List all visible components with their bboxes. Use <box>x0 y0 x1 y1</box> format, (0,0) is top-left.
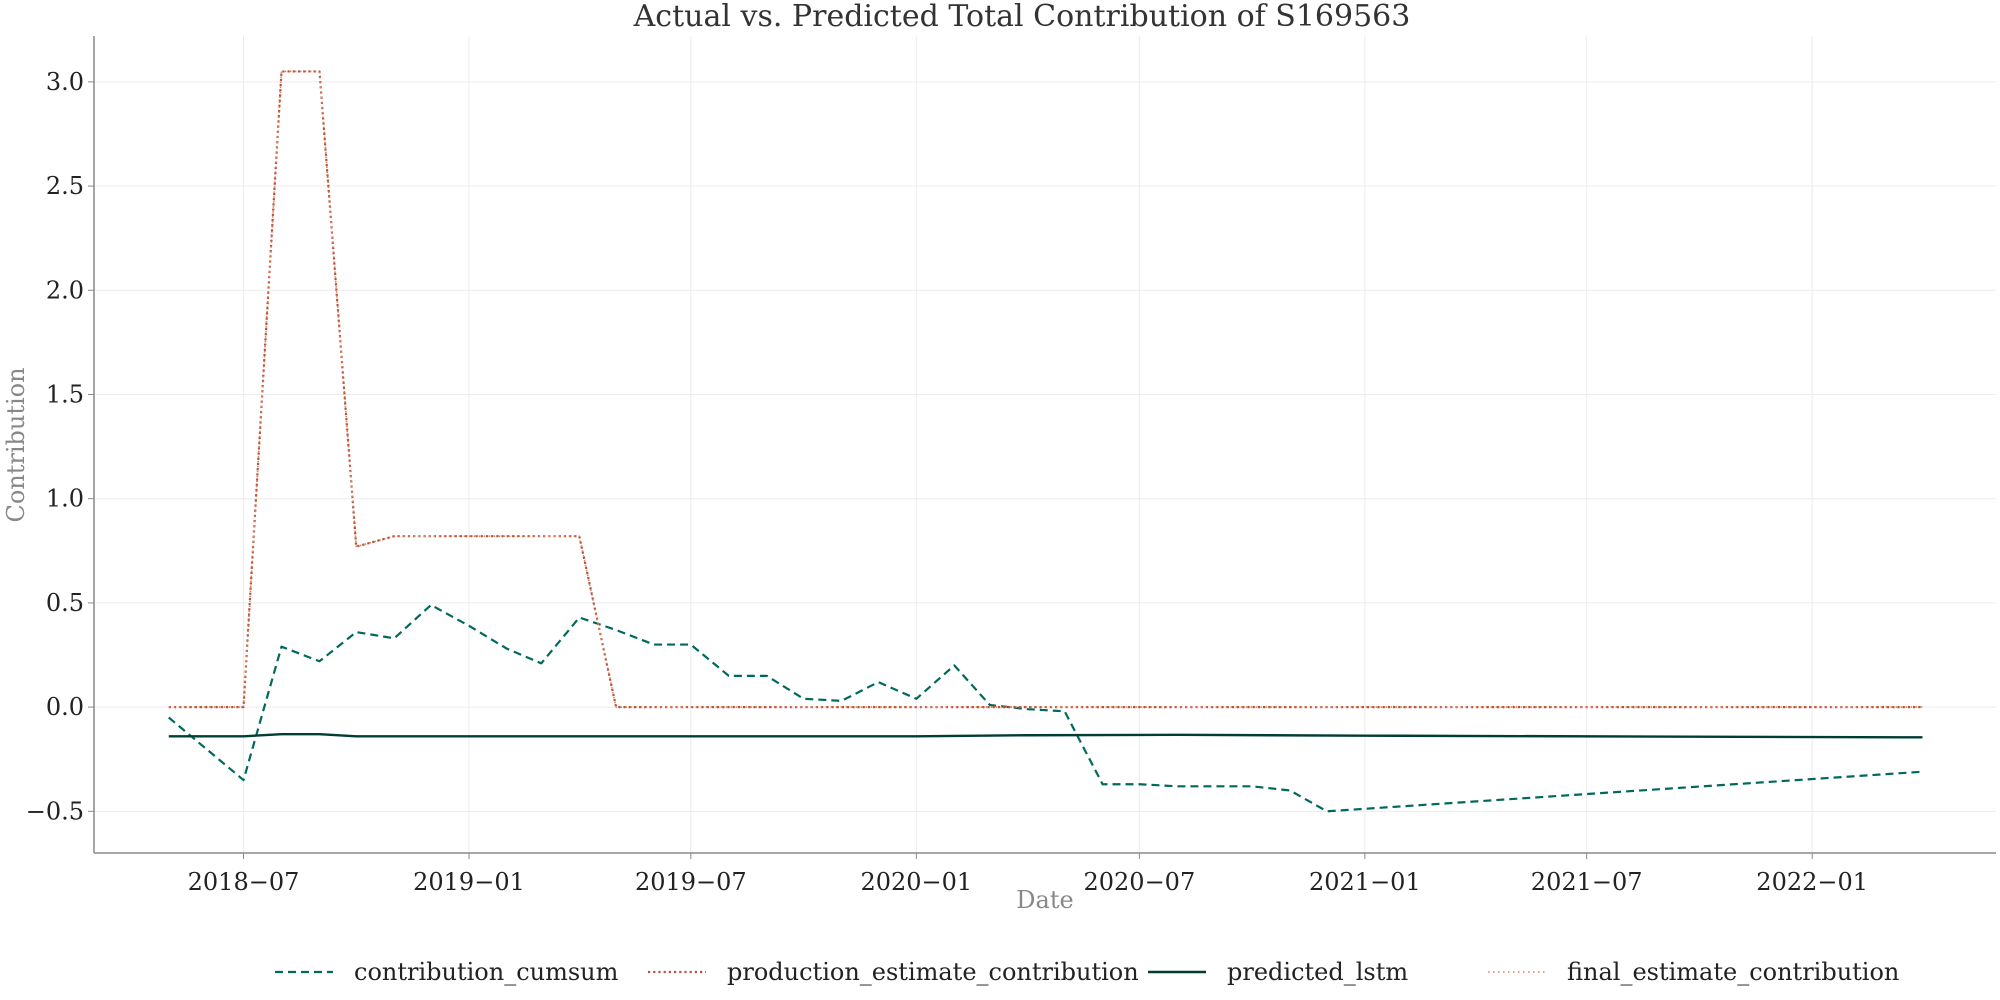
x-tick-label: 2022−01 <box>1756 868 1868 896</box>
axes-spines <box>93 36 1996 854</box>
grid <box>94 36 1996 853</box>
y-tick-label: 2.0 <box>46 276 84 304</box>
x-tick-label: 2021−01 <box>1309 868 1421 896</box>
y-axis-label: Contribution <box>2 367 30 522</box>
y-tick-label: −0.5 <box>26 797 84 825</box>
legend-label: predicted_lstm <box>1227 958 1408 986</box>
tick-labels: 2018−07 2019−01 2019−07 2020−01 2020−07 2021−… <box>26 68 1868 896</box>
chart-title: Actual vs. Predicted Total Contribution … <box>633 0 1411 34</box>
x-tick-label: 2019−07 <box>635 868 747 896</box>
y-tick-label: 2.5 <box>46 172 84 200</box>
series-line-predicted-lstm <box>168 733 1923 739</box>
x-tick-label: 2020−01 <box>860 868 972 896</box>
series-line-production-estimate-contribution <box>168 70 1923 709</box>
x-tick-label: 2018−07 <box>188 868 300 896</box>
x-tick-label: 2020−07 <box>1083 868 1195 896</box>
x-tick-label: 2021−07 <box>1531 868 1643 896</box>
legend-label: production_estimate_contribution <box>727 958 1139 986</box>
x-tick-label: 2019−01 <box>413 868 525 896</box>
y-tick-label: 1.0 <box>46 485 84 513</box>
series-line-final-estimate-contribution <box>168 70 1923 708</box>
y-tick-label: 0.0 <box>46 693 84 721</box>
y-tick-label: 3.0 <box>46 68 84 96</box>
y-tick-label: 0.5 <box>46 589 84 617</box>
legend-label: final_estimate_contribution <box>1567 958 1899 986</box>
series-line-contribution-cumsum <box>168 603 1923 813</box>
x-axis-label: Date <box>1016 886 1073 914</box>
series-lines <box>168 70 1923 813</box>
legend-label: contribution_cumsum <box>354 958 619 986</box>
legend: contribution_cumsum production_estimate_c… <box>275 958 1899 986</box>
y-tick-label: 1.5 <box>46 380 84 408</box>
